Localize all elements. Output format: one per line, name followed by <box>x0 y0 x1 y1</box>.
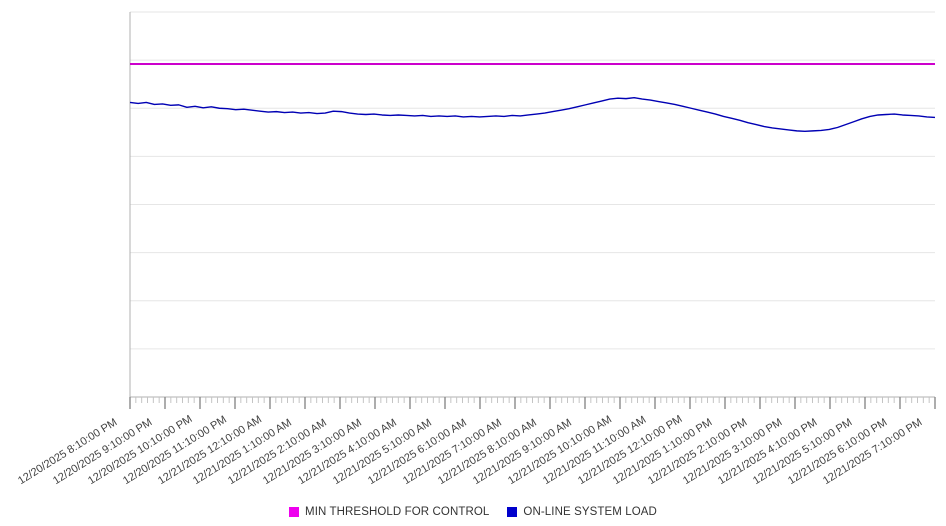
legend-item-min-threshold-for-control[interactable]: MIN THRESHOLD FOR CONTROL <box>289 506 489 518</box>
legend-label: ON-LINE SYSTEM LOAD <box>523 506 657 518</box>
legend-label: MIN THRESHOLD FOR CONTROL <box>305 506 490 518</box>
legend-item-on-line-system-load[interactable]: ON-LINE SYSTEM LOAD <box>507 506 657 518</box>
legend-swatch-icon <box>507 507 518 517</box>
xaxis-major-ticks <box>129 397 936 409</box>
xaxis-minor-ticks <box>129 397 936 403</box>
legend-swatch-icon <box>289 507 300 517</box>
gridlines-group <box>130 11 935 350</box>
chart-legend: MIN THRESHOLD FOR CONTROL ON-LINE SYSTEM… <box>0 506 946 518</box>
series-line-on-line-system-load <box>129 96 936 133</box>
